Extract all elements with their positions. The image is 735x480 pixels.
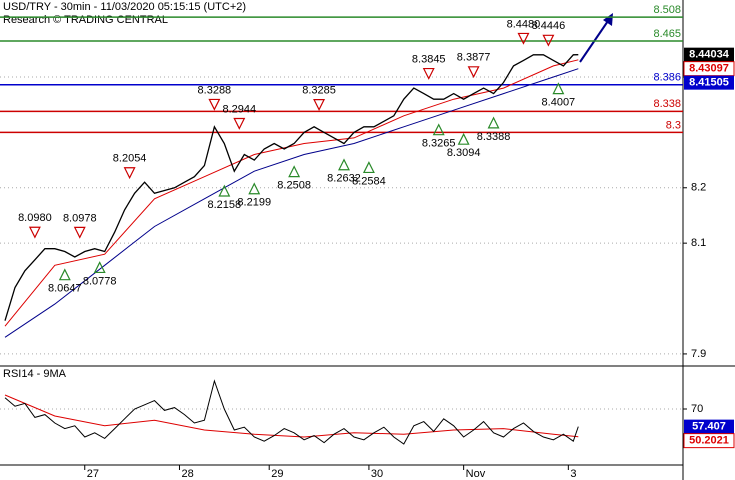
peak-marker [73,226,86,239]
level-label: 8.386 [653,72,681,84]
peak-label: 8.3877 [457,52,491,64]
projection-arrowhead [603,13,613,26]
last-value-label: 8.43097 [689,63,729,75]
x-tick-label: 28 [181,468,193,480]
trough-marker [93,261,106,274]
x-tick-label: 3 [570,468,576,480]
trough-marker [248,182,261,195]
trough-marker [338,158,350,171]
x-tick-label: 30 [371,468,383,480]
chart-subtitle: Research © TRADING CENTRAL [3,14,168,26]
trough-label: 8.2508 [277,180,311,192]
rsi-line [4,379,579,445]
level-label: 8.508 [653,4,681,16]
peak-marker [422,67,435,80]
trough-marker [362,161,375,174]
y-tick-label: 8.2 [691,182,706,194]
trough-label: 8.2199 [237,197,271,209]
y-tick-label: 70 [691,403,703,415]
rsi-title: RSI14 - 9MA [3,368,67,380]
moving-average [4,59,579,327]
trough-label: 8.0778 [83,275,117,287]
chart-title: USD/TRY - 30min - 11/03/2020 05:15:15 (U… [3,1,246,13]
last-value-box [684,419,734,434]
peak-marker [233,117,246,130]
last-value-box [684,75,734,90]
trough-marker [58,268,71,281]
peak-label: 8.3285 [302,85,336,97]
level-label: 8.465 [653,28,681,40]
last-value-label: 8.41505 [689,77,729,89]
peak-label: 8.2944 [222,103,256,115]
level-label: 8.338 [653,98,681,110]
trough-marker [552,82,565,95]
trough-label: 8.3094 [447,147,481,159]
peak-label: 8.0978 [63,212,97,224]
trough-label: 8.2158 [208,199,242,211]
last-value-box [683,433,735,449]
trough-marker [432,123,445,136]
price-line [4,54,579,321]
last-value-label: 57.407 [692,421,726,433]
trough-label: 8.2584 [352,175,386,187]
peak-label: 8.3845 [412,53,446,65]
peak-marker [467,66,480,79]
peak-marker [28,226,41,239]
trough-label: 8.4007 [542,97,576,109]
trough-label: 8.0647 [48,283,82,295]
peak-marker [542,34,555,47]
trough-marker [288,165,301,178]
peak-label: 8.4446 [532,20,566,32]
level-label: 8.3 [666,119,681,131]
peak-marker [313,98,326,111]
peak-marker [517,32,530,45]
x-tick-label: 29 [271,468,283,480]
last-value-label: 50.2021 [689,435,729,447]
rsi-ma [4,394,579,438]
moving-average [4,68,579,338]
last-value-label: 8.44034 [689,49,730,61]
trough-label: 8.2632 [327,173,361,185]
x-tick-label: Nov [466,468,486,480]
y-tick-label: 8.1 [691,237,706,249]
peak-label: 8.2054 [113,153,147,165]
trough-marker [487,116,500,129]
last-value-box [684,47,734,62]
peak-marker [208,98,221,111]
trough-marker [218,184,231,197]
peak-label: 8.4480 [507,18,541,30]
x-tick-label: 27 [87,468,99,480]
peak-marker [123,167,136,180]
peak-label: 8.0980 [18,212,52,224]
y-tick-label: 7.9 [691,348,706,360]
peak-label: 8.3288 [198,84,232,96]
trough-marker [457,132,470,145]
projection-arrow [579,17,611,63]
trough-label: 8.3265 [422,138,456,150]
trough-label: 8.3388 [477,131,511,143]
